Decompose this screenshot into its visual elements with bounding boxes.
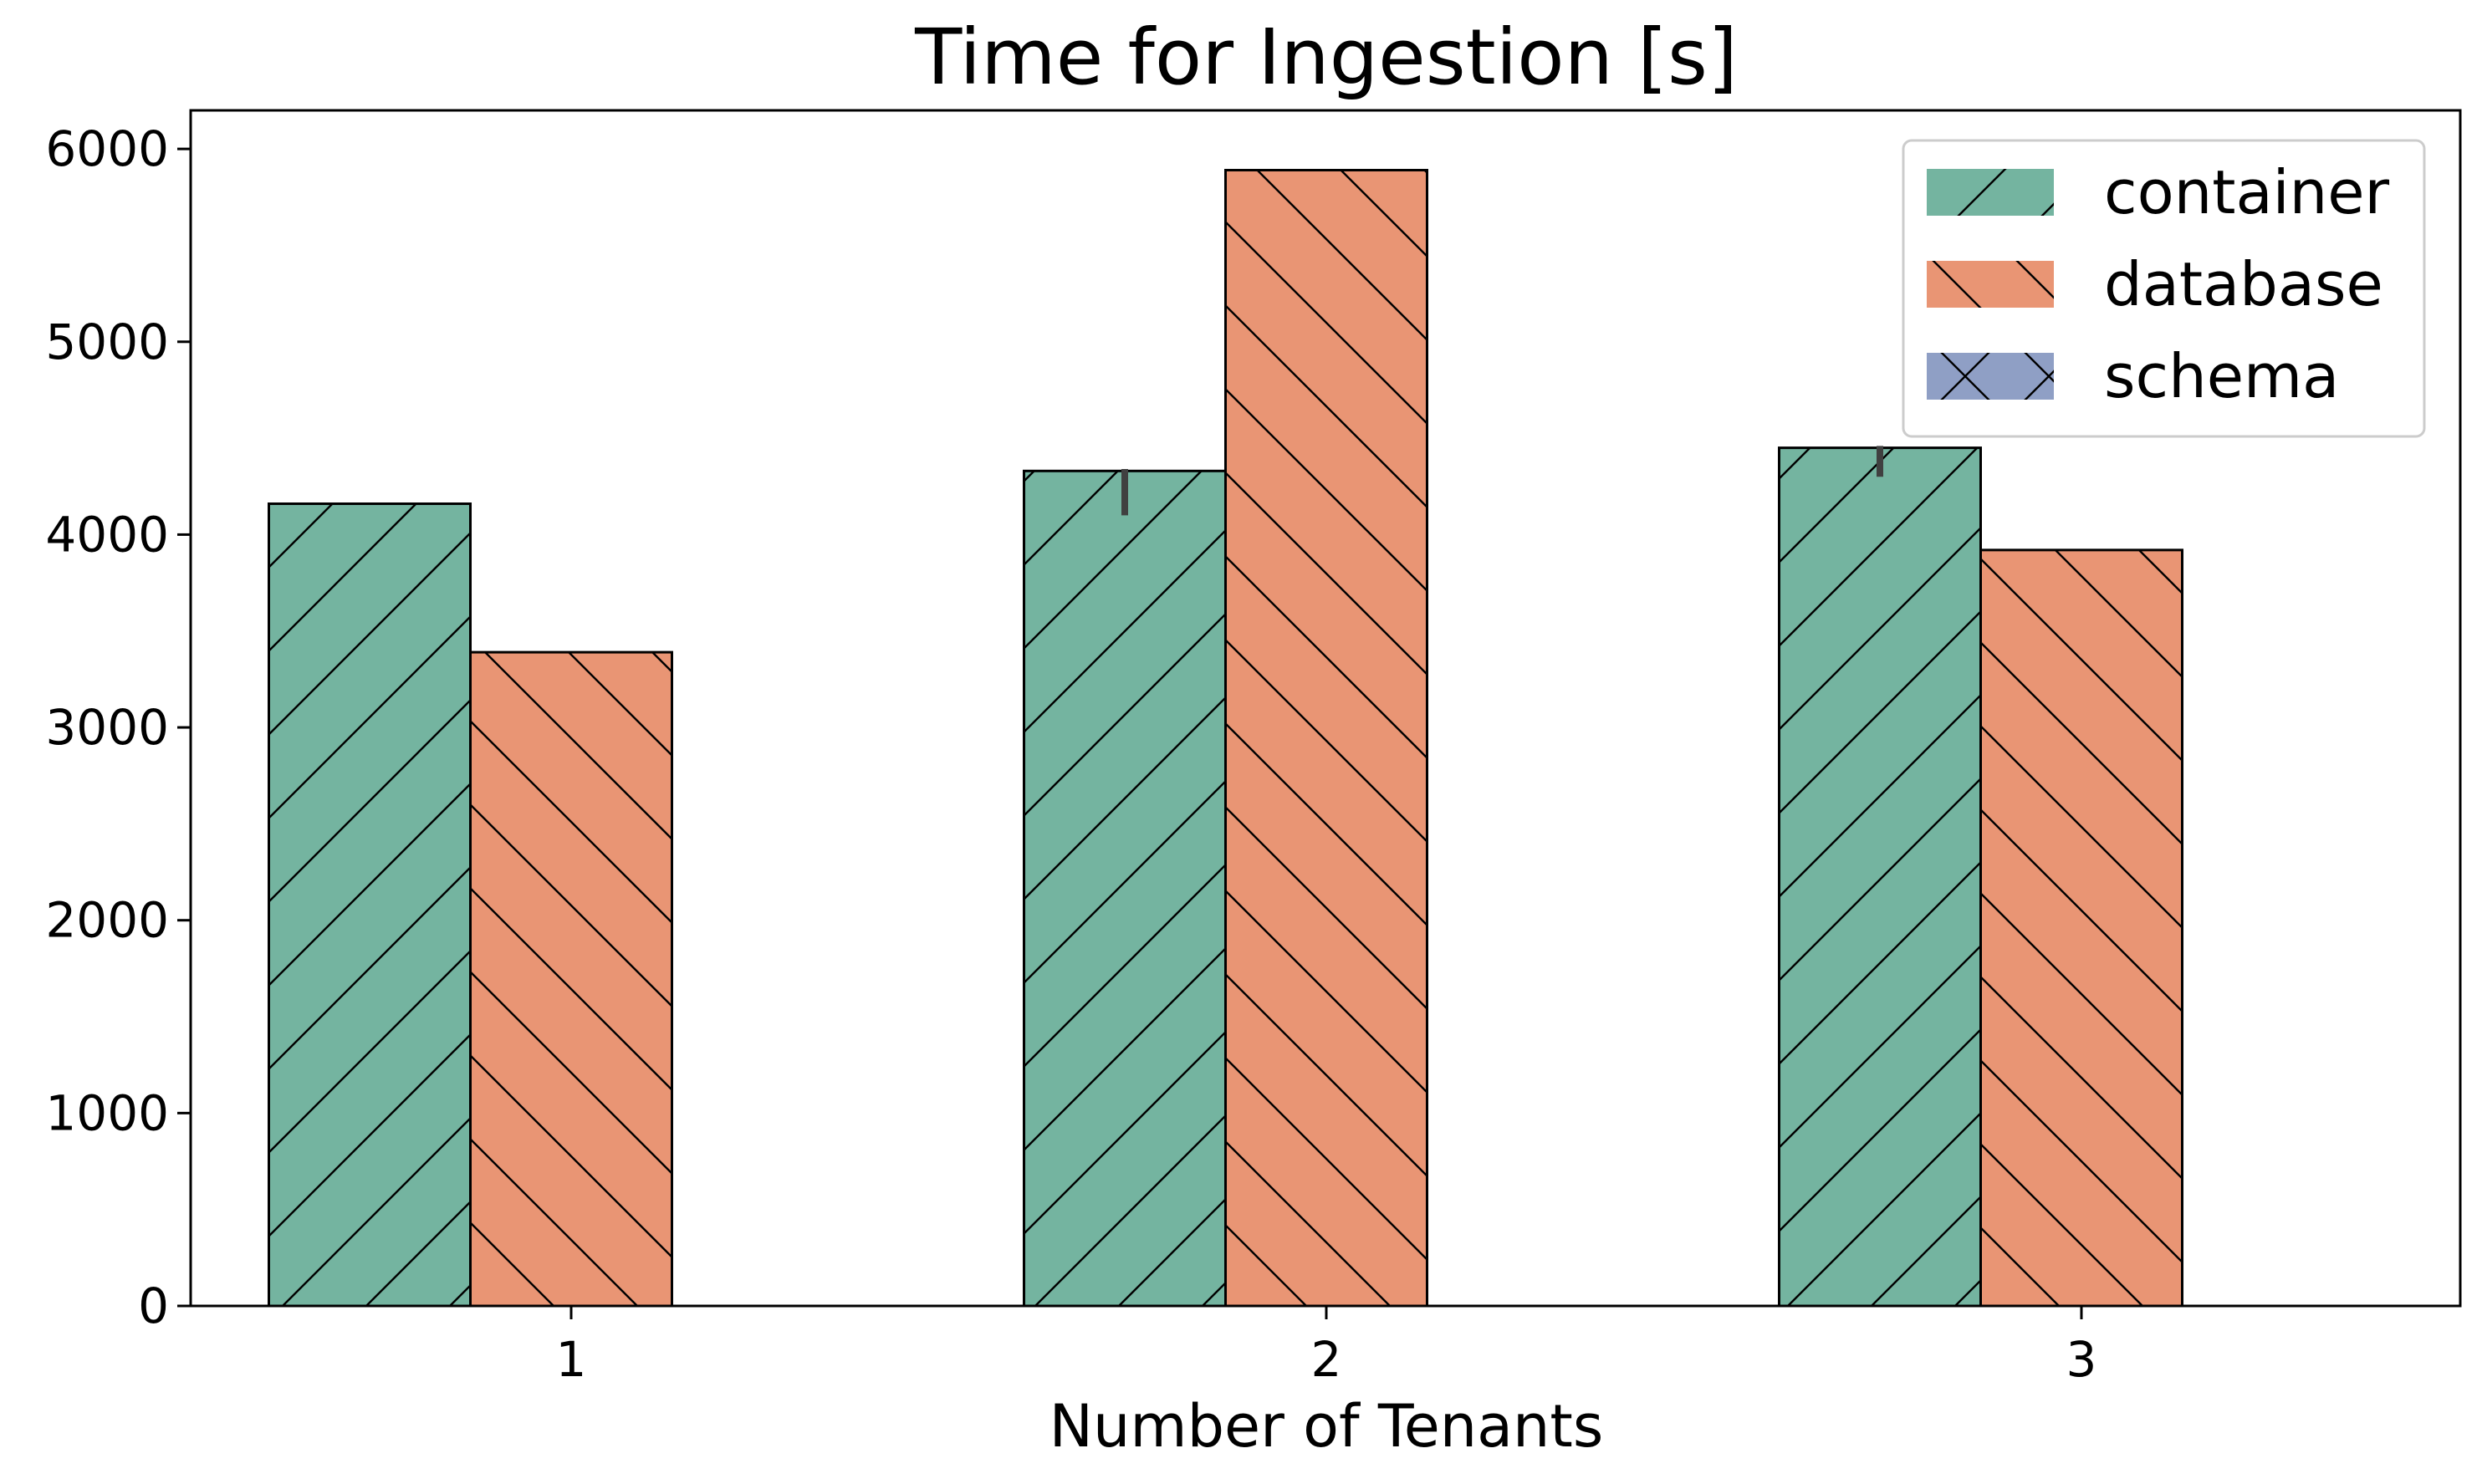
bar-hatch-database-3 — [1979, 548, 2183, 1308]
bar-hatch-database-2 — [1224, 169, 1428, 1308]
x-axis: 1 2 3 — [556, 1306, 2097, 1388]
x-tick-label: 1 — [556, 1331, 587, 1388]
legend: container database schema — [1902, 139, 2426, 438]
error-bars — [1121, 446, 1883, 516]
bar-hatch-container-2 — [1023, 469, 1227, 1308]
legend-swatch-hatch-container — [1927, 169, 2054, 216]
y-tick-label: 2000 — [45, 892, 169, 949]
bar-hatch-container-1 — [268, 502, 472, 1308]
legend-label-schema: schema — [2104, 341, 2339, 411]
bar-hatch-database-1 — [469, 650, 673, 1308]
x-tick-label: 2 — [1311, 1331, 1342, 1388]
bar-hatch-container-3 — [1778, 446, 1982, 1308]
y-tick-label: 0 — [138, 1277, 169, 1334]
plot-frame — [189, 109, 2462, 1308]
y-tick-label: 1000 — [45, 1084, 169, 1141]
legend-swatch-hatch-database — [1927, 261, 2054, 308]
y-tick-label: 6000 — [45, 120, 169, 177]
y-tick-label: 5000 — [45, 314, 169, 370]
y-tick-label: 3000 — [45, 699, 169, 756]
chart-title: Time for Ingestion [s] — [914, 13, 1738, 102]
legend-swatch-hatch-schema — [1927, 353, 2054, 400]
bars — [268, 169, 2183, 1308]
x-axis-label: Number of Tenants — [1049, 1392, 1604, 1461]
legend-label-database: database — [2104, 249, 2383, 319]
x-tick-label: 3 — [2066, 1331, 2097, 1388]
y-axis: 0 1000 2000 3000 4000 5000 6000 — [45, 120, 191, 1334]
legend-label-container: container — [2104, 157, 2390, 227]
y-tick-label: 4000 — [45, 506, 169, 563]
